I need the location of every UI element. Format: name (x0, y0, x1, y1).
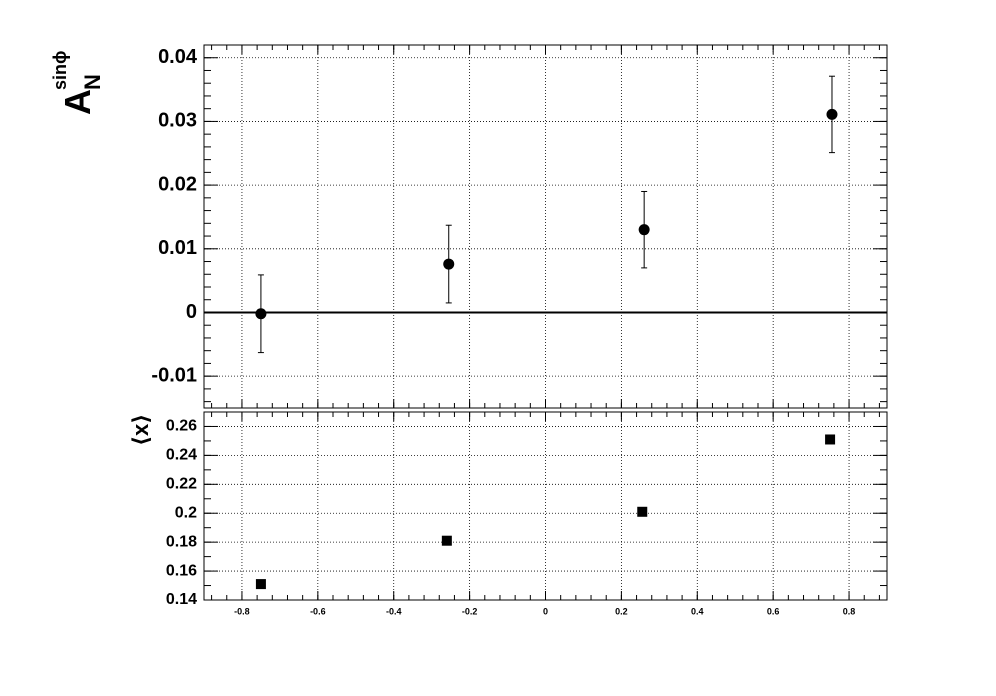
y-tick-label: 0.14 (166, 591, 197, 608)
y-tick-label: 0.16 (166, 562, 197, 579)
y-tick-label: 0.02 (158, 173, 197, 195)
y-tick-label: 0.03 (158, 110, 197, 132)
bottom-y-label: ⟨x⟩ (128, 414, 153, 446)
point (637, 506, 648, 517)
x-tick-label: -0.8 (234, 606, 250, 616)
x-tick-label: 0.8 (843, 606, 856, 616)
x-tick-label: 0.2 (615, 606, 628, 616)
x-tick-label: -0.2 (462, 606, 478, 616)
y-tick-label: -0.01 (151, 364, 197, 386)
point (441, 535, 452, 546)
x-tick-label: -0.4 (386, 606, 402, 616)
y-tick-label: 0 (186, 301, 197, 323)
y-tick-label: 0.01 (158, 237, 197, 259)
y-tick-label: 0.2 (175, 504, 197, 521)
y-label-sup: sinϕ (50, 51, 70, 91)
point (825, 434, 836, 445)
top-y-label: A N sinϕ (50, 51, 105, 116)
y-label-main: A (57, 89, 98, 115)
point (255, 308, 267, 320)
x-tick-label: 0.6 (767, 606, 780, 616)
y-tick-label: 0.22 (166, 476, 197, 493)
x-tick-label: 0 (543, 606, 548, 616)
y-tick-label: 0.04 (158, 46, 198, 68)
x-tick-label: 0.4 (691, 606, 704, 616)
y-tick-label: 0.24 (166, 447, 197, 464)
y-tick-label: 0.18 (166, 533, 197, 550)
y-label-sub: N (80, 74, 105, 90)
point (826, 108, 838, 120)
point (638, 224, 650, 236)
y-tick-label: 0.26 (166, 418, 197, 435)
x-tick-label: -0.6 (310, 606, 326, 616)
point (255, 579, 266, 590)
point (443, 258, 455, 270)
